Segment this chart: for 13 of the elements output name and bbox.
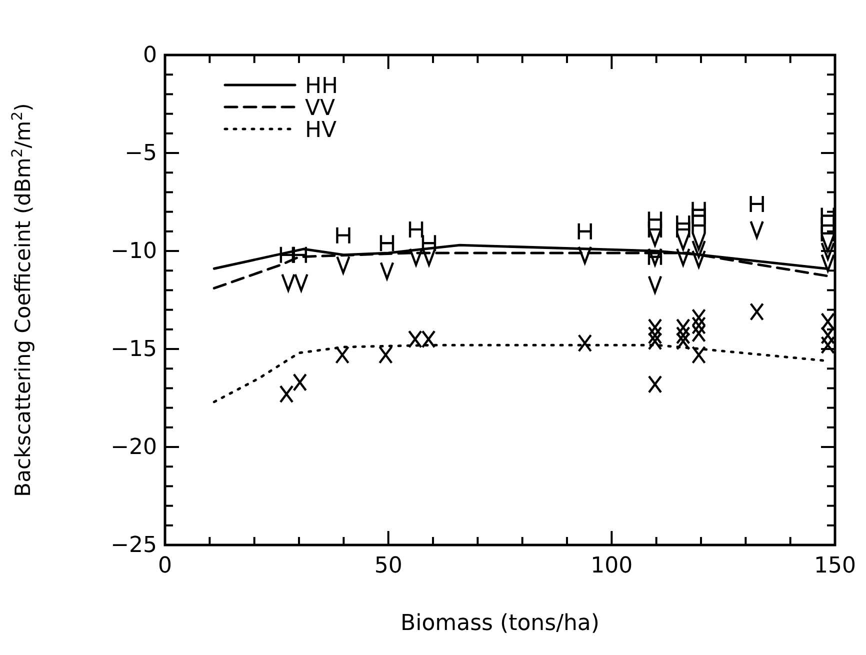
x-tick-label: 150 (814, 554, 856, 579)
y-tick-label: −20 (110, 435, 157, 460)
y-tick-label: 0 (143, 43, 157, 68)
y-tick-label: −25 (110, 533, 157, 558)
x-tick-label: 100 (590, 554, 633, 579)
y-tick-label: −10 (110, 239, 157, 264)
legend-label: HH (305, 74, 338, 99)
legend-label: HV (305, 118, 337, 143)
y-tick-label: −15 (110, 337, 157, 362)
x-tick-label: 50 (374, 554, 402, 579)
legend-label: VV (305, 96, 336, 121)
y-tick-label: −5 (124, 141, 157, 166)
x-axis-title: Biomass (tons/ha) (400, 611, 600, 636)
